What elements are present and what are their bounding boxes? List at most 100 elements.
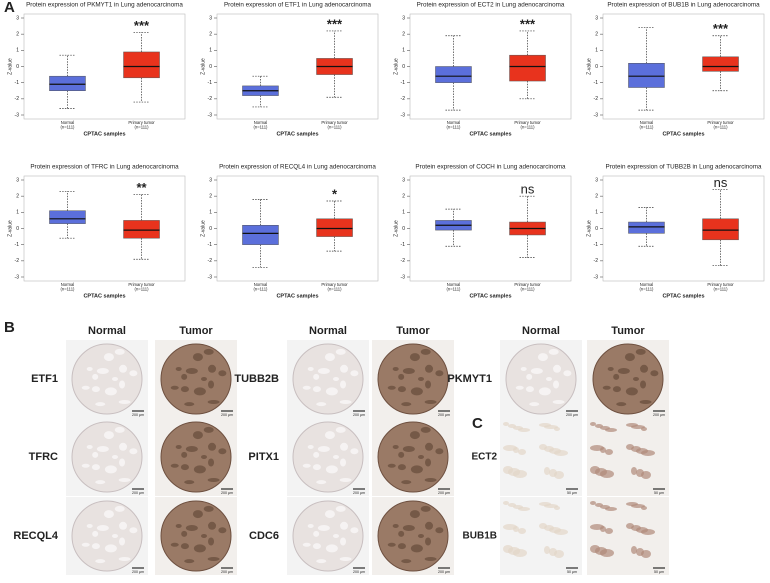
tissue-texture bbox=[313, 451, 320, 458]
sample-size: (n=111) bbox=[61, 125, 76, 130]
tissue-texture bbox=[631, 467, 637, 475]
plot-frame bbox=[602, 13, 765, 120]
tissue-texture bbox=[201, 534, 207, 538]
y-tick-label: -3 bbox=[401, 274, 406, 280]
tissue-texture bbox=[600, 470, 614, 478]
gene-label: TUBB2B bbox=[234, 373, 279, 385]
whisker-high bbox=[445, 35, 462, 67]
significance: ns bbox=[521, 182, 535, 197]
tissue-texture bbox=[324, 510, 335, 519]
box bbox=[628, 221, 665, 234]
significance: *** bbox=[134, 18, 150, 33]
significance: ns bbox=[714, 175, 728, 190]
tissue-texture bbox=[409, 353, 420, 362]
tissue-texture bbox=[317, 368, 330, 375]
plot-frame bbox=[216, 13, 379, 120]
tissue-texture bbox=[420, 426, 431, 433]
tissue-texture bbox=[317, 525, 330, 532]
tissue-texture bbox=[207, 478, 220, 483]
scale-label: 200 μm bbox=[132, 413, 144, 417]
tissue-texture bbox=[529, 402, 540, 407]
y-tick-label: 0 bbox=[402, 226, 405, 232]
whisker-low bbox=[59, 223, 76, 239]
tissue-texture bbox=[503, 422, 509, 426]
y-tick-label: -1 bbox=[594, 80, 599, 86]
tissue-texture bbox=[398, 373, 405, 380]
gene-label: ETF1 bbox=[31, 373, 58, 385]
tissue-texture bbox=[513, 447, 519, 453]
tissue-texture bbox=[170, 542, 179, 547]
tissue-image bbox=[500, 418, 582, 496]
plot-frame bbox=[23, 13, 186, 120]
gene-label: ECT2 bbox=[471, 452, 497, 463]
y-tick-label: -2 bbox=[401, 258, 406, 264]
y-axis-label: Z-value bbox=[7, 58, 13, 75]
tissue-texture bbox=[104, 387, 117, 396]
tissue-texture bbox=[119, 364, 128, 373]
y-tick-label: -1 bbox=[208, 242, 213, 248]
tissue-texture bbox=[86, 523, 93, 528]
tissue-texture bbox=[641, 529, 655, 535]
tissue-core bbox=[292, 500, 364, 572]
tissue-texture bbox=[325, 387, 338, 396]
whisker-high bbox=[133, 32, 150, 52]
y-tick-label: 3 bbox=[595, 15, 598, 21]
y-tick-label: 2 bbox=[402, 31, 405, 37]
tissue-texture bbox=[418, 534, 424, 538]
scale-label: 200 μm bbox=[221, 491, 233, 495]
tissue-texture bbox=[316, 402, 327, 407]
tissue-texture bbox=[350, 370, 359, 377]
whisker-low bbox=[133, 77, 150, 103]
scale-label: 200 μm bbox=[132, 491, 144, 495]
tissue-texture bbox=[554, 427, 560, 431]
tissue-texture bbox=[397, 543, 406, 550]
tissue-texture bbox=[203, 505, 214, 512]
tissue-texture bbox=[425, 537, 432, 546]
tissue-texture bbox=[435, 448, 444, 455]
tissue-core bbox=[292, 343, 364, 415]
tissue-core bbox=[160, 421, 232, 493]
tissue-texture bbox=[418, 455, 424, 459]
tissue-texture bbox=[317, 446, 330, 453]
whisker-low bbox=[252, 95, 269, 108]
sample-size: (n=111) bbox=[714, 287, 729, 292]
tissue-texture bbox=[340, 364, 349, 373]
tissue-texture bbox=[605, 449, 613, 455]
tissue-texture bbox=[641, 550, 651, 558]
whisker-high bbox=[712, 189, 729, 219]
tissue-texture bbox=[92, 530, 99, 537]
tissue-texture bbox=[96, 446, 109, 453]
tissue-texture bbox=[218, 370, 227, 377]
gene-label: BUB1B bbox=[463, 531, 497, 542]
y-tick-label: -2 bbox=[208, 96, 213, 102]
y-tick-label: 1 bbox=[402, 48, 405, 54]
tissue-texture bbox=[208, 364, 217, 373]
box bbox=[509, 54, 546, 82]
tissue-texture bbox=[339, 400, 352, 405]
tissue-texture bbox=[335, 426, 346, 433]
tissue-texture bbox=[184, 559, 195, 564]
box bbox=[242, 225, 279, 245]
y-tick-label: -3 bbox=[208, 112, 213, 118]
tissue-texture bbox=[607, 366, 614, 371]
tissue-texture bbox=[175, 444, 182, 449]
tissue-texture bbox=[546, 377, 552, 381]
y-tick-label: -2 bbox=[15, 258, 20, 264]
x-tick-label: Primary tumor bbox=[128, 120, 155, 125]
y-tick-label: 0 bbox=[595, 226, 598, 232]
tissue-texture bbox=[302, 542, 311, 547]
tissue-texture bbox=[180, 386, 189, 393]
y-tick-label: -2 bbox=[594, 258, 599, 264]
tissue-texture bbox=[175, 523, 182, 528]
tissue-texture bbox=[96, 525, 109, 532]
tissue-texture bbox=[316, 559, 327, 564]
tissue-texture bbox=[91, 543, 100, 550]
y-tick-label: -1 bbox=[15, 80, 20, 86]
tissue-texture bbox=[554, 529, 568, 535]
tissue-texture bbox=[181, 373, 188, 380]
y-tick-label: 3 bbox=[209, 177, 212, 183]
x-axis-label: CPTAC samples bbox=[276, 293, 318, 299]
y-axis-label: Z-value bbox=[200, 58, 206, 75]
scale-label: 200 μm bbox=[132, 570, 144, 574]
